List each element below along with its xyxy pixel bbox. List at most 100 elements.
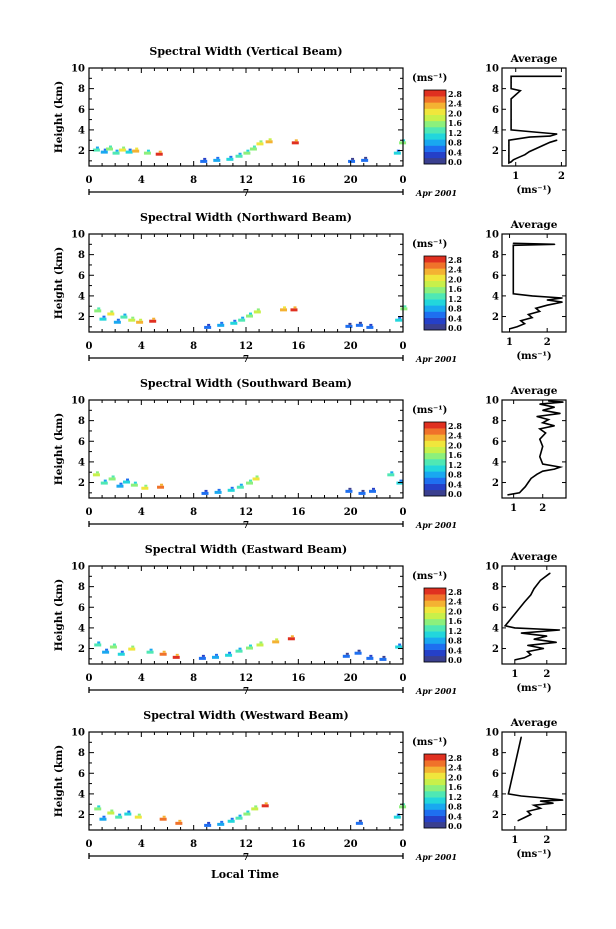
heatmap-patch — [109, 145, 113, 148]
heatmap-patch — [160, 483, 164, 486]
average-profile-point — [542, 470, 544, 472]
heatmap-patch — [216, 156, 220, 159]
average-profile-point — [555, 641, 558, 643]
heatmap-patch — [368, 489, 376, 493]
heatmap-patch — [99, 317, 107, 321]
colorbar-swatch — [424, 600, 446, 607]
average-profile-point — [514, 627, 516, 629]
colorbar-tick-label: 2.0 — [448, 772, 462, 782]
heatmap-patch — [256, 308, 260, 311]
day-label: 7 — [243, 521, 249, 531]
average-x-tick-label: 2 — [543, 835, 550, 846]
average-profile-point — [512, 264, 514, 266]
colorbar-swatch — [424, 809, 446, 816]
average-title: Average — [510, 385, 558, 397]
colorbar-tick-label: 0.4 — [448, 811, 462, 821]
date-label: Apr 2001 — [415, 354, 457, 364]
heatmap-patch — [159, 652, 167, 656]
heatmap-patch — [149, 319, 157, 323]
average-profile-point — [510, 108, 512, 110]
heatmap-patch — [294, 139, 298, 142]
heatmap-patch — [393, 815, 401, 819]
panel-title: Spectral Width (Eastward Beam) — [145, 543, 347, 556]
colorbar-swatch — [424, 594, 446, 601]
heatmap-patch — [207, 323, 211, 326]
colorbar-tick-label: 0.4 — [448, 479, 462, 489]
colorbar-tick-label: 2.8 — [448, 753, 462, 763]
colorbar-frame — [423, 753, 447, 829]
heatmap-patch — [249, 312, 252, 315]
x-tick-label: 12 — [239, 175, 253, 186]
heatmap-patch — [361, 158, 369, 162]
y-tick-label: 8 — [78, 582, 85, 593]
heatmap-patch — [97, 641, 101, 644]
average-profile-point — [546, 304, 548, 306]
heatmap-patch — [379, 657, 387, 661]
heatmap-patch — [92, 473, 100, 477]
x-tick-label: 8 — [190, 507, 197, 518]
heatmap-patch — [201, 491, 209, 495]
average-profile-line — [509, 242, 563, 330]
day-label: 7 — [243, 687, 249, 697]
heatmap-patch — [204, 823, 212, 827]
x-tick-label: 0 — [400, 673, 407, 684]
heatmap-patch — [211, 655, 219, 659]
heatmap-patch — [361, 489, 365, 492]
heatmap-patch — [97, 805, 101, 808]
colorbar-swatch — [424, 102, 446, 109]
average-profile-point — [520, 736, 522, 738]
heatmap-patch — [355, 821, 363, 825]
heatmap-patch — [214, 490, 222, 494]
average-profile-point — [507, 494, 509, 496]
heatmap-patch — [225, 653, 233, 657]
heatmap-patch — [230, 817, 234, 820]
average-title: Average — [510, 717, 558, 729]
average-profile-point — [552, 802, 554, 804]
average-y-tick-label: 4 — [492, 125, 499, 136]
heatmap-patch — [95, 146, 99, 149]
average-profile-point — [539, 807, 542, 809]
colorbar-swatch — [424, 268, 446, 275]
average-profile-point — [512, 254, 514, 256]
heatmap-patch — [198, 656, 206, 660]
x-tick-label: 0 — [86, 507, 93, 518]
heatmap-patch — [130, 483, 138, 487]
average-x-tick-label: 1 — [510, 503, 517, 514]
average-profile-point — [518, 492, 521, 494]
y-tick-label: 8 — [78, 748, 85, 759]
average-x-tick-label: 1 — [511, 669, 518, 680]
heatmap-patch — [400, 307, 408, 311]
heatmap-patch — [249, 479, 252, 482]
average-x-tick-label: 1 — [506, 337, 513, 348]
colorbar-swatch — [424, 422, 446, 429]
colorbar-tick-label: 2.4 — [448, 431, 462, 441]
average-profile-point — [531, 295, 533, 297]
x-tick-label: 4 — [138, 839, 145, 850]
heatmap-patch — [390, 471, 394, 474]
average-profile-point — [559, 466, 561, 468]
average-profile-point — [512, 274, 514, 276]
date-label: Apr 2001 — [415, 520, 457, 530]
average-profile-point — [553, 425, 555, 427]
heatmap-patch — [110, 310, 114, 313]
heatmap-patch — [107, 811, 115, 815]
average-frame — [501, 565, 567, 665]
y-tick-label: 10 — [71, 230, 85, 241]
colorbar-unit-label: (ms⁻¹) — [412, 405, 447, 416]
heatmap-patch — [255, 475, 259, 478]
colorbar-tick-label: 2.0 — [448, 606, 462, 616]
colorbar-swatch — [424, 274, 446, 281]
colorbar-swatch — [424, 643, 446, 650]
average-profile-point — [539, 428, 541, 430]
heatmap-patch — [200, 159, 208, 163]
heatmap-patch — [135, 147, 139, 150]
heatmap-patch — [396, 481, 404, 485]
y-tick-label: 2 — [78, 644, 85, 655]
colorbar-swatch — [424, 317, 446, 325]
heatmap-patch — [246, 314, 253, 318]
heatmap-patch — [252, 145, 256, 148]
heatmap-patch — [123, 313, 127, 316]
heatmap-patch — [238, 814, 242, 817]
average-profile-point — [510, 129, 512, 131]
colorbar-swatch — [424, 477, 446, 484]
